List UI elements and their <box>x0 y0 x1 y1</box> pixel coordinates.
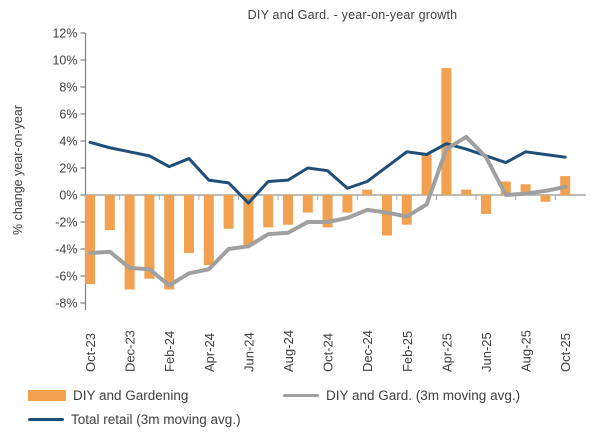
y-tick-label: 8% <box>59 81 77 95</box>
bar <box>104 195 115 231</box>
y-tick-label: 10% <box>52 54 77 68</box>
bar <box>342 195 353 213</box>
bar <box>184 195 194 254</box>
legend-label-diy-gardening: DIY and Gardening <box>73 388 189 403</box>
y-tick-label: 12% <box>52 27 77 41</box>
y-tick-label: 0% <box>59 189 77 203</box>
bar <box>283 195 293 225</box>
bar <box>302 195 313 213</box>
x-tick-label: Jun-24 <box>241 332 256 372</box>
y-axis: 12% 10% 8% 6% 4% 2% 0% -2% -4% -6% -8% <box>52 27 87 311</box>
y-tick-label: -6% <box>55 270 77 284</box>
bar <box>500 181 511 195</box>
x-tick-label: Oct-23 <box>83 333 98 372</box>
x-tick-label: Dec-23 <box>123 330 138 372</box>
bar <box>223 195 234 229</box>
bar <box>421 154 432 195</box>
legend-item-diy-avg: DIY and Gard. (3m moving avg.) <box>283 388 520 403</box>
y-tick-label: -2% <box>55 216 77 230</box>
x-tick-label: Aug-24 <box>281 330 296 372</box>
diy-gardening-swatch-icon <box>28 390 66 401</box>
bar <box>85 195 95 285</box>
x-tick-label: Jun-25 <box>479 332 494 372</box>
total-retail-swatch-icon <box>28 417 64 422</box>
x-tick-label: Apr-24 <box>202 333 217 372</box>
bar <box>203 195 214 266</box>
y-tick-label: 4% <box>59 135 77 149</box>
legend-label-total-retail: Total retail (3m moving avg.) <box>71 412 241 427</box>
bar <box>243 195 254 245</box>
bar <box>481 195 491 214</box>
bar-series-diy-gardening <box>85 68 571 290</box>
bar <box>322 195 333 228</box>
diy-avg-line <box>88 134 568 288</box>
bar <box>401 195 412 225</box>
bar <box>441 68 452 195</box>
x-tick-label: Oct-24 <box>321 333 336 372</box>
chart-title: DIY and Gard. - year-on-year growth <box>247 8 458 22</box>
x-tick-label: Dec-24 <box>360 330 375 372</box>
x-tick-label: Feb-25 <box>400 331 415 372</box>
chart-legend: DIY and Gardening Total retail (3m movin… <box>0 382 600 434</box>
bar <box>540 195 551 202</box>
diy-avg-swatch-icon <box>283 393 319 398</box>
bar <box>263 195 274 228</box>
y-tick-label: -4% <box>55 243 77 257</box>
x-tick-label: Aug-25 <box>519 330 534 372</box>
legend-item-total-retail: Total retail (3m moving avg.) <box>28 412 241 427</box>
x-tick-label: Oct-25 <box>558 333 573 372</box>
legend-item-diy-gardening: DIY and Gardening <box>28 388 188 403</box>
bar <box>362 189 373 195</box>
y-tick-label: 2% <box>59 162 77 176</box>
legend-label-diy-avg: DIY and Gard. (3m moving avg.) <box>326 388 521 403</box>
bar <box>144 195 155 279</box>
x-tick-label: Apr-25 <box>439 333 454 372</box>
bar <box>520 184 531 195</box>
y-tick-label: 6% <box>59 108 77 122</box>
bar <box>382 195 392 236</box>
bar <box>164 195 175 290</box>
x-axis-labels: Oct-23 Dec-23 Feb-24 Apr-24 Jun-24 Aug-24 Oct-… <box>83 330 573 372</box>
y-tick-label: -8% <box>55 297 77 311</box>
bar <box>124 195 135 290</box>
bar <box>461 189 472 195</box>
x-tick-label: Feb-24 <box>162 331 177 372</box>
